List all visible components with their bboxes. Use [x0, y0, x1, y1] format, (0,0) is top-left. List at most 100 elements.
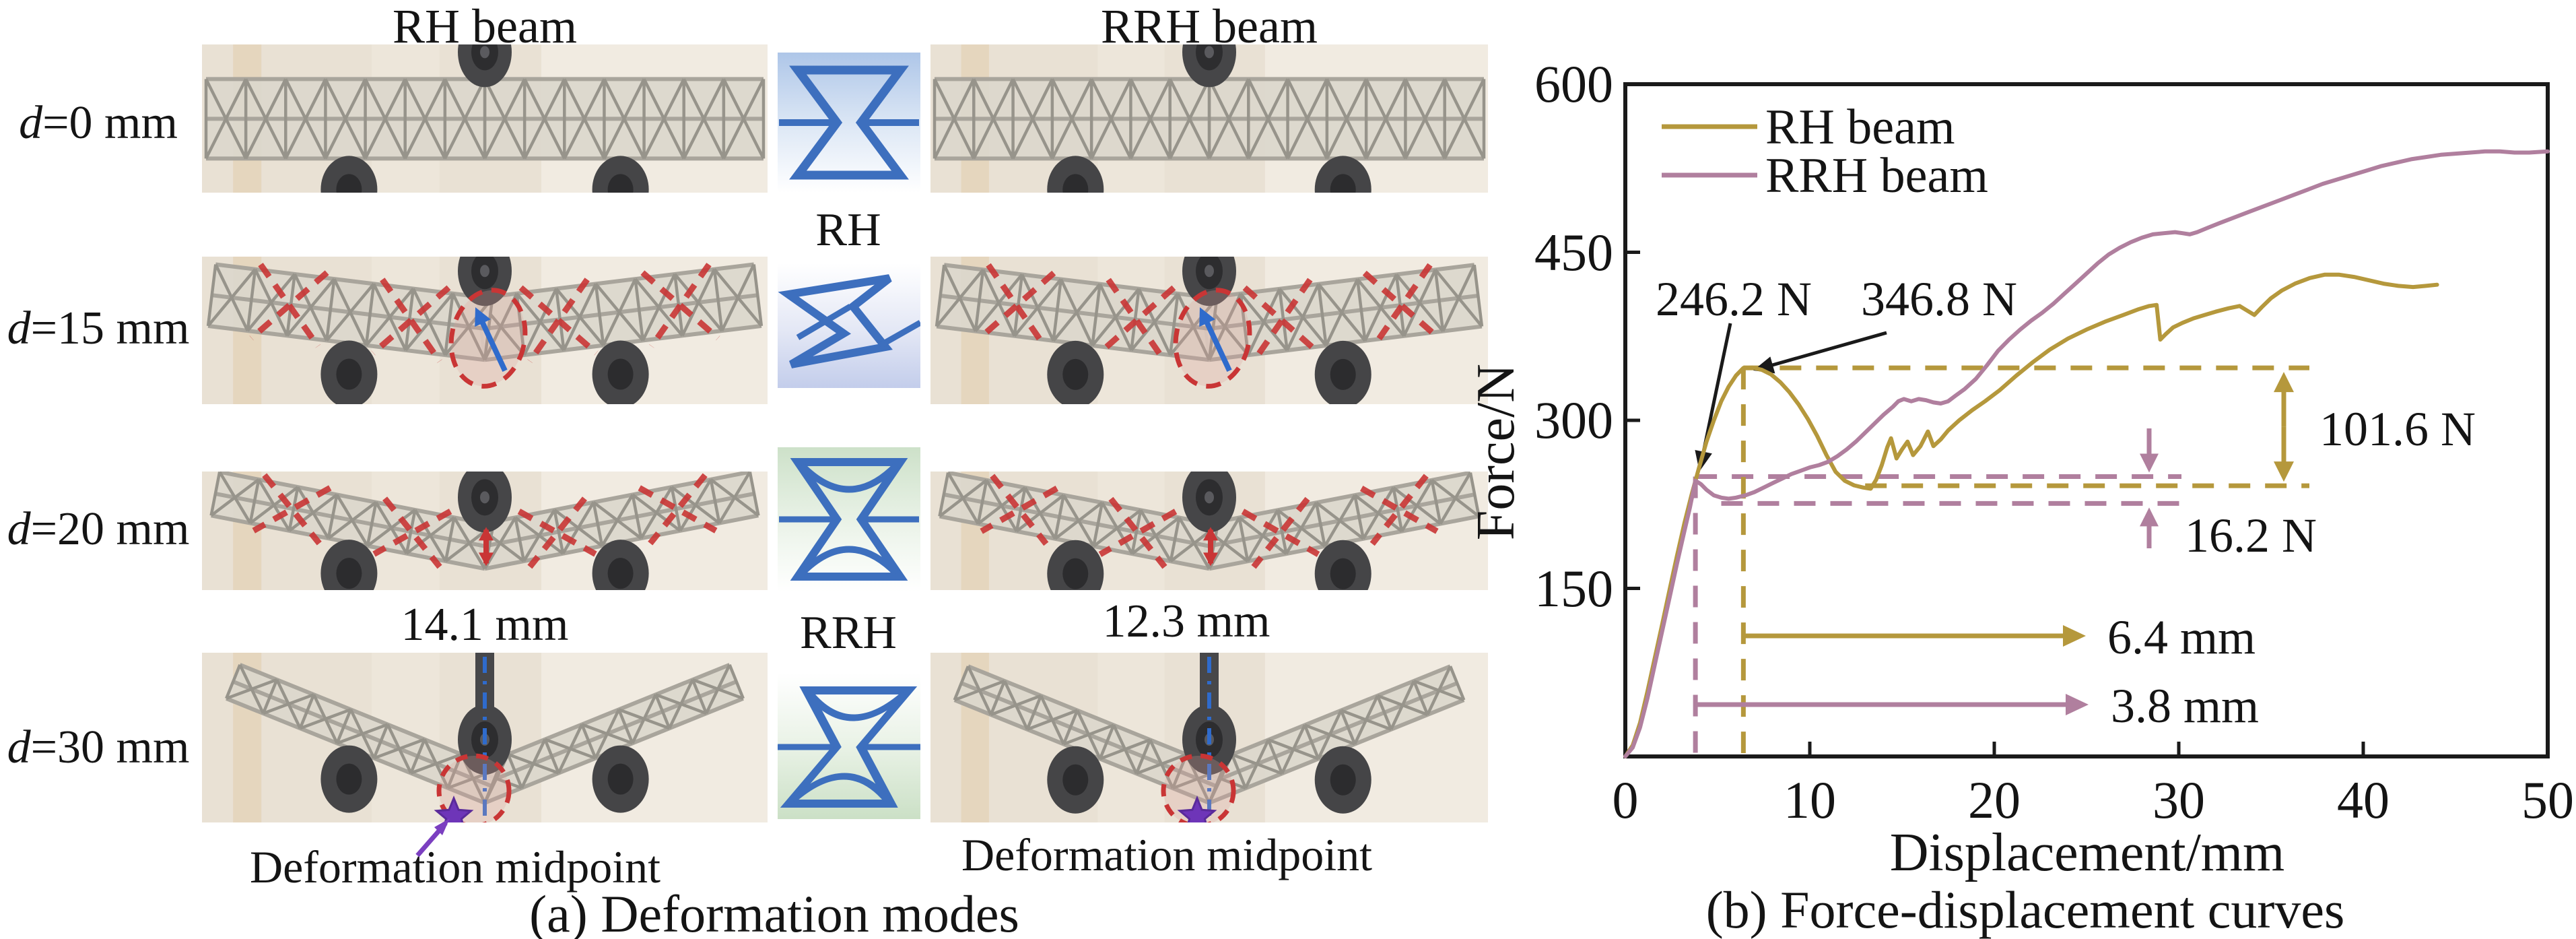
beam-half [475, 472, 760, 571]
row-label-d30-var: d [7, 721, 31, 773]
rrh-beam-column-title: RRH beam [1101, 0, 1318, 53]
rrh-drop-arrow-down-head [2140, 453, 2159, 473]
x-tick-label: 0 [1612, 771, 1639, 829]
rh-deformed-icon-panel [778, 263, 920, 388]
top-roller-pin [1205, 491, 1214, 504]
support-roller-hub [336, 558, 362, 589]
row-label-d20: d =20 mm [0, 505, 197, 554]
rh-drop-arrow-up-head [2274, 372, 2294, 393]
y-tick-label: 300 [1534, 391, 1613, 449]
legend-label-rrh-beam: RRH beam [1765, 148, 1988, 203]
annotation-rrh-force-drop: 16.2 N [2185, 509, 2317, 562]
shear-band-dashed-lines [249, 263, 451, 363]
panel-a-caption: (a) Deformation modes [529, 884, 1019, 939]
beam-lattice-cells [204, 78, 487, 160]
x-tick-label: 40 [2337, 771, 2389, 829]
rrh-drop-arrow-up-head [2140, 507, 2159, 527]
row-label-d20-rest: =20 mm [30, 503, 190, 555]
photo-rh-d20 [202, 472, 768, 590]
beam-test-photo [930, 257, 1488, 404]
photo-rrh-d30 [930, 653, 1488, 822]
rh-deformed-cell-icon [778, 274, 920, 368]
rrh-deformed-cell-icon [778, 686, 920, 808]
top-roller-pin [1205, 265, 1214, 278]
rrh-cell-icon-panel [778, 447, 920, 592]
beam-lattice-cells [209, 472, 495, 570]
row-label-d15: d =15 mm [0, 304, 197, 353]
beam-lattice-cells [953, 666, 1225, 804]
beam-test-photo [930, 472, 1488, 590]
row-label-d20-var: d [7, 503, 31, 555]
support-roller-hub [336, 174, 362, 193]
midpoint-pointer-arrow [415, 818, 450, 857]
support-roller-hub [607, 763, 634, 795]
rrh-peak-displacement-arrow-head [2066, 694, 2089, 715]
rh-cell-icon-panel [778, 53, 920, 193]
beam-test-photo [930, 44, 1488, 193]
gap-arrow-up-head [479, 527, 494, 541]
panel-b-caption: (b) Force-displacement curves [1705, 880, 2345, 939]
row-label-d0-var: d [19, 97, 43, 149]
row-label-d0-rest: =0 mm [42, 97, 178, 149]
support-roller-hub [1062, 764, 1089, 796]
annotation-rh-peak-displacement: 6.4 mm [2107, 610, 2256, 664]
x-tick-label: 20 [1968, 771, 2021, 829]
support-roller-hub [1330, 558, 1356, 589]
rh-peak-pointer-head [1753, 356, 1775, 374]
y-tick-label: 150 [1534, 558, 1613, 618]
beam-lattice-cells [225, 663, 500, 804]
support-roller-hub [607, 358, 634, 390]
support-roller-hub [1062, 358, 1089, 390]
photo-rh-d0 [202, 44, 768, 193]
support-roller-hub [1330, 174, 1356, 193]
top-roller-pin [1205, 46, 1214, 59]
support-roller-hub [336, 358, 362, 390]
y-tick-label: 600 [1534, 55, 1613, 113]
top-roller-pin [480, 46, 489, 59]
support-roller-hub [1062, 558, 1089, 589]
annotation-rh-force-drop: 101.6 N [2319, 402, 2476, 456]
row-label-d0: d =0 mm [0, 99, 197, 148]
beam-half [483, 77, 766, 161]
y-tick-label: 450 [1534, 222, 1613, 282]
midpoint-dashed-circle [1161, 753, 1236, 822]
x-tick-label: 30 [2153, 771, 2205, 829]
row-label-d15-rest: =15 mm [30, 302, 190, 354]
beam-test-photo [930, 653, 1488, 822]
shear-direction-arrow-head [475, 307, 491, 327]
beam-test-photo [202, 44, 768, 193]
beam-half [938, 472, 1219, 571]
row-label-d30: d =30 mm [0, 723, 197, 772]
beam-half [1194, 664, 1466, 805]
photo-rrh-d20 [930, 472, 1488, 590]
support-roller-hub [1062, 174, 1089, 193]
beam-half [1207, 77, 1486, 161]
beam-half [475, 262, 764, 363]
midpoint-star-marker [434, 796, 474, 822]
rrh-midspan-gap-label: 12.3 mm [1102, 595, 1270, 647]
rh-peak-pointer [1764, 331, 1887, 369]
beam-half [1199, 472, 1481, 571]
support-roller-hub [1330, 358, 1356, 390]
gap-arrow-up-head [1203, 527, 1218, 541]
beam-lattice-cells [938, 472, 1219, 570]
y-axis-title: Force/N [1466, 363, 1526, 541]
photo-rh-d15 [202, 257, 768, 404]
top-roller-pin [480, 265, 489, 278]
support-roller-hub [607, 558, 634, 589]
beam-test-photo [202, 653, 768, 822]
rrh-deformed-icon-panel [778, 673, 920, 819]
rh-midspan-gap-label: 14.1 mm [401, 599, 569, 651]
shear-direction-arrow-head [1199, 307, 1215, 327]
x-tick-label: 50 [2521, 771, 2574, 829]
gap-arrow-down-head [479, 552, 494, 566]
annotation-rrh-peak-force: 246.2 N [1656, 272, 1812, 326]
support-roller-hub [336, 763, 362, 795]
rrh-cell-label: RRH [800, 607, 897, 659]
top-roller-pin [480, 491, 489, 504]
rh-cell-label: RH [815, 204, 881, 256]
gap-arrow-down-head [1203, 552, 1218, 566]
rh-peak-displacement-arrow-head [2063, 625, 2086, 647]
row-label-d15-var: d [7, 302, 31, 354]
